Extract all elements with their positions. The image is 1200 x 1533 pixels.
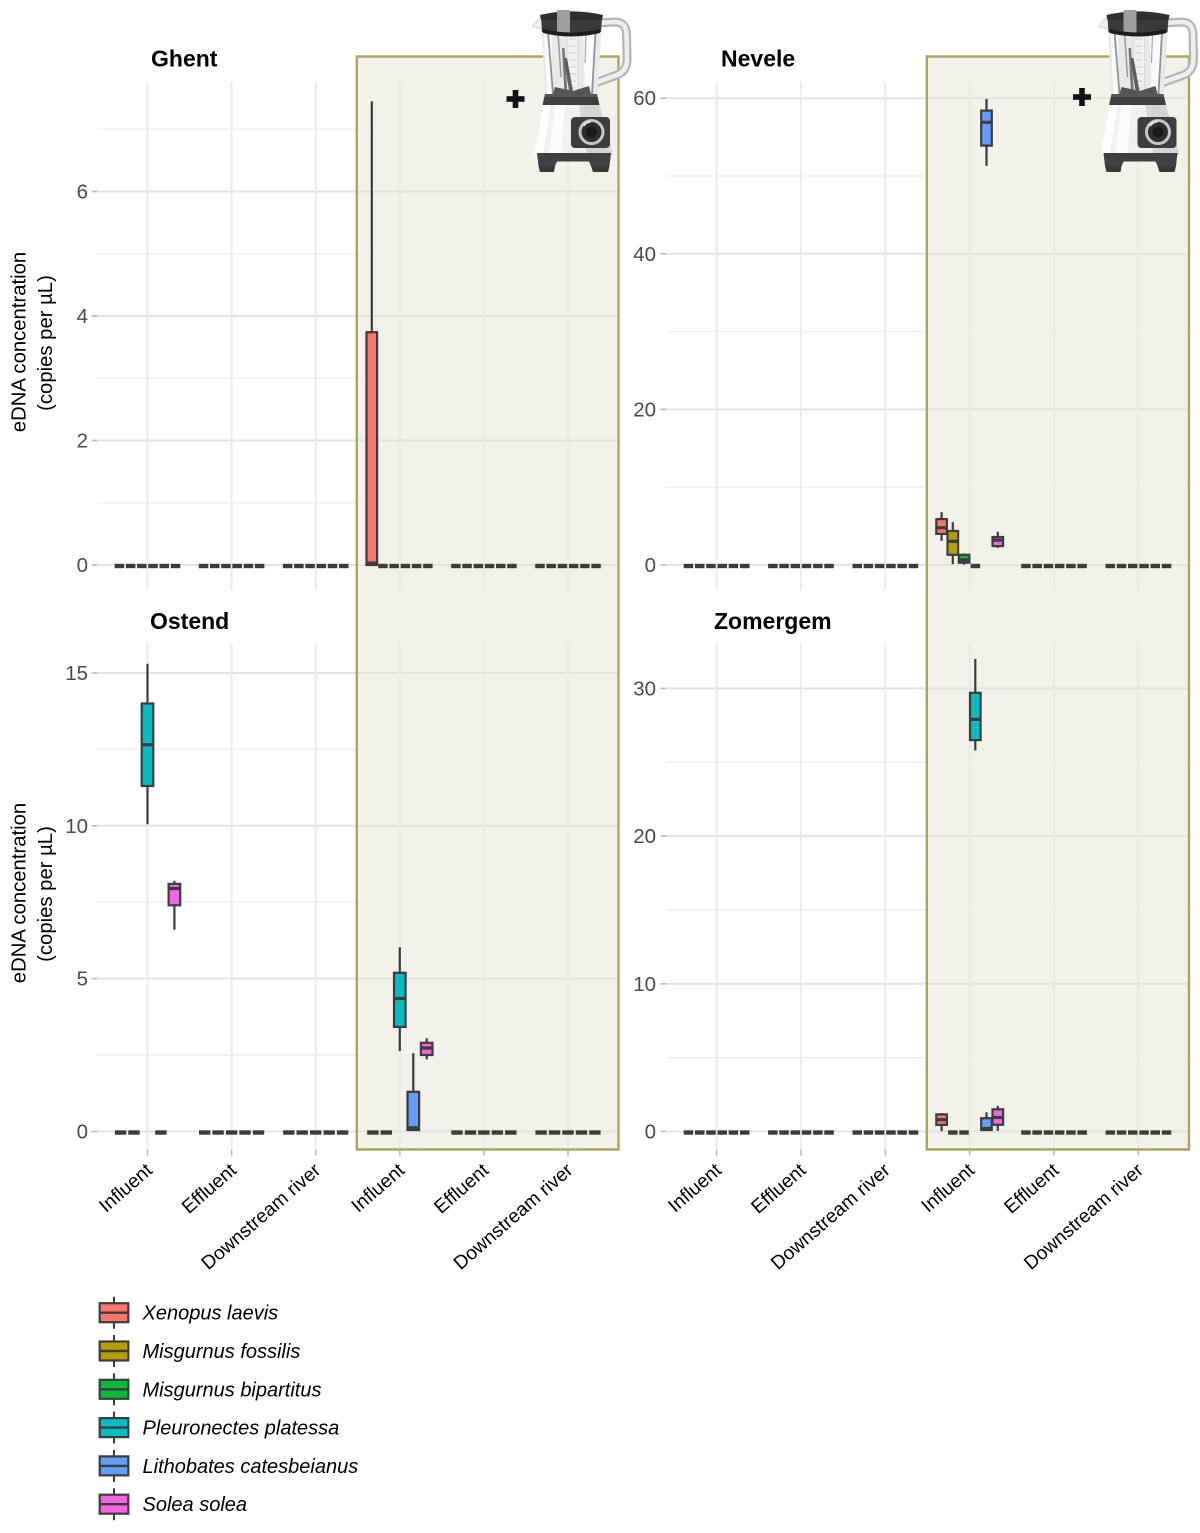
svg-text:Pleuronectes platessa: Pleuronectes platessa <box>143 1418 340 1440</box>
svg-text:Ghent: Ghent <box>151 46 218 72</box>
svg-text:0: 0 <box>645 554 656 577</box>
svg-text:4: 4 <box>77 305 88 328</box>
svg-text:0: 0 <box>645 1121 656 1144</box>
svg-text:eDNA concentration: eDNA concentration <box>9 803 31 983</box>
svg-text:0: 0 <box>77 554 88 577</box>
svg-text:Misgurnus fossilis: Misgurnus fossilis <box>143 1341 301 1363</box>
svg-text:Zomergem: Zomergem <box>714 608 832 634</box>
svg-text:Solea solea: Solea solea <box>143 1494 248 1516</box>
svg-text:Nevele: Nevele <box>721 46 795 72</box>
svg-text:15: 15 <box>65 662 88 685</box>
svg-text:Xenopus laevis: Xenopus laevis <box>142 1303 279 1325</box>
svg-text:Misgurnus bipartitus: Misgurnus bipartitus <box>143 1379 322 1401</box>
svg-text:40: 40 <box>633 243 656 266</box>
svg-text:5: 5 <box>77 968 88 991</box>
svg-text:Ostend: Ostend <box>150 608 229 634</box>
svg-text:30: 30 <box>633 677 656 700</box>
svg-text:(copies per µL): (copies per µL) <box>35 826 57 962</box>
svg-text:20: 20 <box>633 398 656 421</box>
svg-text:Lithobates catesbeianus: Lithobates catesbeianus <box>143 1456 359 1478</box>
svg-text:(copies per µL): (copies per µL) <box>35 275 57 411</box>
svg-text:10: 10 <box>633 973 656 996</box>
svg-text:6: 6 <box>77 181 88 204</box>
svg-text:20: 20 <box>633 825 656 848</box>
svg-text:eDNA concentration: eDNA concentration <box>9 252 31 432</box>
svg-text:0: 0 <box>77 1121 88 1144</box>
svg-text:2: 2 <box>77 430 88 453</box>
svg-text:60: 60 <box>633 87 656 110</box>
svg-text:10: 10 <box>65 815 88 838</box>
